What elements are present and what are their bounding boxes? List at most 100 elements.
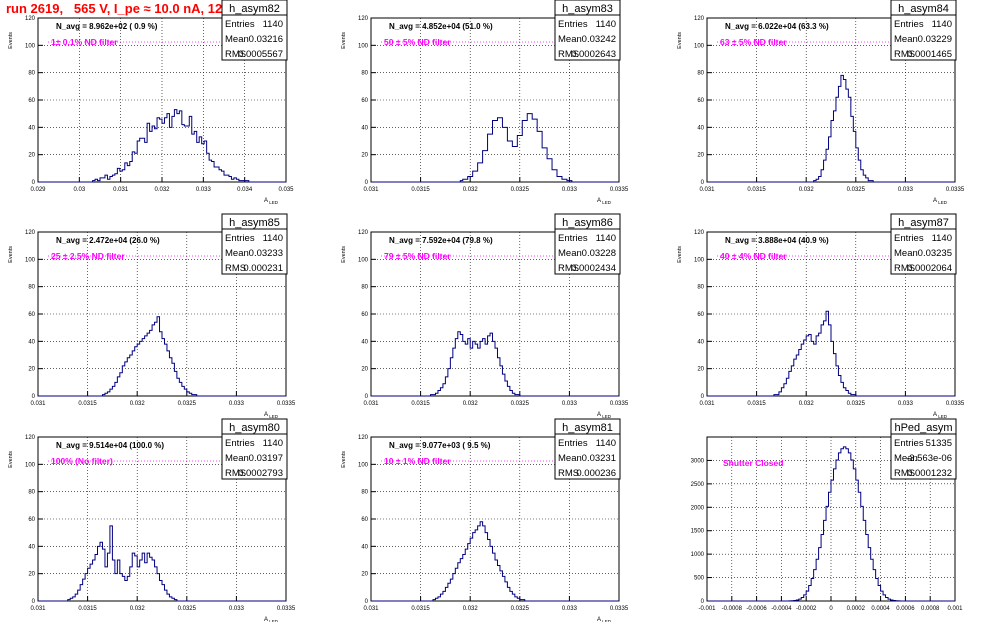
x-tick-label: 0.0325 xyxy=(847,401,866,407)
x-axis-label: A LED xyxy=(597,412,612,419)
y-tick-label: 80 xyxy=(28,490,35,496)
x-tick-label: 0.03 xyxy=(73,187,85,193)
y-tick-label: 120 xyxy=(358,16,369,22)
navg-annotation: N_avg = 2.472e+04 (26.0 %) xyxy=(56,236,160,245)
x-tick-label: -0.0006 xyxy=(746,606,767,612)
stats-box: h_asym84 Entries 1140 Mean 0.03229RMS0.00014… xyxy=(890,0,957,61)
y-tick-label: 80 xyxy=(361,71,368,77)
stats-value: 0.0001232 xyxy=(907,468,952,479)
x-tick-label: 0.0335 xyxy=(946,401,965,407)
y-tick-label: 2000 xyxy=(691,505,705,511)
histogram-series xyxy=(38,525,286,602)
stats-box-frame xyxy=(221,418,288,480)
x-tick-label: 0.033 xyxy=(562,606,578,612)
stats-label: Entries xyxy=(894,438,924,449)
y-tick-label: 20 xyxy=(28,572,35,578)
y-tick-label: 20 xyxy=(361,367,368,373)
x-tick-label: 0.0008 xyxy=(921,606,940,612)
y-tick-label: 120 xyxy=(25,16,36,22)
stats-title: h_asym83 xyxy=(562,3,613,15)
x-tick-label: 0.033 xyxy=(196,187,212,193)
stats-value: -3.563e-06 xyxy=(906,453,952,464)
stats-title: h_asym85 xyxy=(229,217,280,229)
y-axis-label: Events xyxy=(677,32,683,49)
stats-box-frame xyxy=(554,0,621,61)
stats-value: 0.03229 xyxy=(918,34,952,45)
x-tick-label: 0.031 xyxy=(113,187,129,193)
stats-label: RMS xyxy=(558,468,579,479)
y-axis-label: Events xyxy=(8,246,14,263)
stats-value: 0.0002643 xyxy=(571,49,616,60)
y-tick-label: 60 xyxy=(28,517,35,523)
histogram-series xyxy=(38,316,286,397)
x-axis-label: A LED xyxy=(597,617,612,622)
x-tick-label: 0.033 xyxy=(229,606,245,612)
stats-value: 0.0002434 xyxy=(571,263,616,274)
x-tick-label: 0.001 xyxy=(947,606,963,612)
stats-value: 1140 xyxy=(932,233,952,244)
histogram-panel-h_asym80: 0.031 0.0315 0.032 0.0325 0.033 0.0335 0 20 40 60… xyxy=(8,418,296,622)
stats-box-frame xyxy=(890,0,957,61)
y-tick-label: 100 xyxy=(358,462,369,468)
x-tick-label: 0.032 xyxy=(463,401,479,407)
stats-value: 1140 xyxy=(263,233,283,244)
stats-label: Entries xyxy=(558,233,588,244)
y-tick-label: 120 xyxy=(358,435,369,441)
stats-label: RMS xyxy=(225,263,246,274)
x-tick-label: 0.0325 xyxy=(847,187,866,193)
stats-box-frame xyxy=(890,213,957,275)
y-tick-label: 100 xyxy=(694,257,705,263)
stats-label: RMS xyxy=(558,49,579,60)
y-tick-label: 20 xyxy=(28,153,35,159)
y-tick-label: 20 xyxy=(697,367,704,373)
stats-label: Entries xyxy=(225,19,255,30)
y-tick-label: 2500 xyxy=(691,482,705,488)
y-tick-label: 20 xyxy=(361,153,368,159)
stats-value: 0.0005567 xyxy=(238,49,283,60)
x-tick-label: 0.0335 xyxy=(610,187,629,193)
x-tick-label: 0.032 xyxy=(799,401,815,407)
x-tick-label: 0.0315 xyxy=(411,606,430,612)
stats-label: RMS xyxy=(894,468,915,479)
y-tick-label: 40 xyxy=(361,339,368,345)
stats-value: 1140 xyxy=(596,233,616,244)
stats-box: h_asym83 Entries 1140 Mean 0.03242RMS0.00026… xyxy=(554,0,621,61)
stats-label: Mean xyxy=(225,248,249,259)
y-tick-label: 120 xyxy=(694,230,705,236)
stats-title: h_asym82 xyxy=(229,3,280,15)
y-tick-label: 80 xyxy=(697,285,704,291)
y-tick-label: 60 xyxy=(361,312,368,318)
stats-label: Entries xyxy=(558,438,588,449)
stats-title: hPed_asym xyxy=(894,422,952,434)
y-tick-label: 60 xyxy=(28,312,35,318)
stats-label: Entries xyxy=(894,233,924,244)
y-tick-label: 120 xyxy=(25,435,36,441)
y-tick-label: 60 xyxy=(697,98,704,104)
stats-box-frame xyxy=(554,418,621,480)
x-tick-label: 0.0325 xyxy=(511,401,530,407)
stats-value: 0.03197 xyxy=(249,453,283,464)
y-tick-label: 40 xyxy=(28,544,35,550)
x-tick-label: 0.031 xyxy=(699,187,715,193)
stats-label: Mean xyxy=(558,453,582,464)
stats-label: Mean xyxy=(225,34,249,45)
y-tick-label: 100 xyxy=(25,43,36,49)
stats-value: 0.0002064 xyxy=(907,263,952,274)
stats-box-frame xyxy=(221,0,288,61)
histogram-series xyxy=(371,331,619,397)
filter-annotation: Shutter Closed xyxy=(723,458,783,468)
stats-value: 1140 xyxy=(932,19,952,30)
x-tick-label: 0.0002 xyxy=(847,606,866,612)
y-tick-label: 40 xyxy=(361,544,368,550)
x-tick-label: 0.032 xyxy=(463,187,479,193)
navg-annotation: N_avg = 9.077e+03 ( 9.5 %) xyxy=(389,441,491,450)
y-tick-label: 120 xyxy=(694,16,705,22)
y-tick-label: 100 xyxy=(358,43,369,49)
stats-value: 1140 xyxy=(263,19,283,30)
stats-label: Entries xyxy=(558,19,588,30)
stats-box: h_asym85 Entries 1140 Mean 0.03233RMS0.00023… xyxy=(221,213,288,275)
x-tick-label: 0.031 xyxy=(699,401,715,407)
stats-value: 1140 xyxy=(263,438,283,449)
stats-box: h_asym80 Entries 1140 Mean 0.03197RMS0.00027… xyxy=(221,418,288,480)
